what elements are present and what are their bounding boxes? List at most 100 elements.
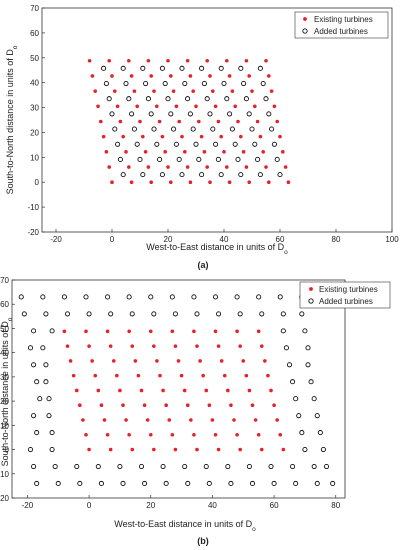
panel-b-y-tick-label: 30 bbox=[0, 373, 9, 382]
panel-b-added-turbine-point bbox=[305, 362, 311, 368]
panel-b-added-turbine-point bbox=[142, 480, 148, 487]
panel-b-added-turbine-point bbox=[49, 328, 55, 334]
panel-b-existing-turbine-point bbox=[108, 447, 113, 452]
panel-b-existing-turbine-point bbox=[238, 344, 242, 348]
panel-b-existing-turbine-point bbox=[213, 329, 218, 334]
panel-b-existing-turbine-point bbox=[219, 359, 224, 363]
panel-a-added-turbine-point bbox=[159, 172, 165, 178]
panel-b-existing-turbine-point bbox=[229, 403, 233, 408]
panel-a-existing-turbine-point bbox=[241, 150, 246, 154]
panel-b-added-turbine-point bbox=[308, 379, 314, 385]
panel-a-existing-turbine-point bbox=[222, 150, 226, 154]
panel-a-added-turbine-point bbox=[238, 172, 244, 178]
panel-b-added-turbine-point bbox=[296, 413, 302, 419]
panel-a-added-turbine-point bbox=[260, 80, 266, 87]
panel-a-added-turbine-point bbox=[193, 141, 199, 147]
panel-a-existing-turbine-point bbox=[118, 119, 123, 124]
panel-b-existing-turbine-point bbox=[155, 359, 159, 363]
panel-a-added-turbine-point bbox=[235, 156, 241, 162]
panel-a-added-turbine-point bbox=[109, 111, 115, 117]
panel-b-added-turbine-point bbox=[55, 480, 61, 487]
panel-a-added-turbine-point bbox=[213, 141, 219, 147]
panel-a-existing-turbine-point bbox=[174, 104, 179, 109]
panel-b-added-turbine-point bbox=[27, 447, 34, 453]
panel-b-added-turbine-point bbox=[138, 463, 145, 470]
panel-b-existing-turbine-point bbox=[173, 344, 178, 348]
panel-b-existing-turbine-point bbox=[84, 329, 88, 334]
panel-a-existing-turbine-point bbox=[255, 119, 260, 124]
panel-b-added-turbine-point bbox=[225, 463, 231, 470]
panel-a-existing-turbine-point bbox=[127, 165, 131, 169]
panel-a-existing-turbine-point bbox=[236, 119, 240, 124]
panel-b-y-tick-label: 50 bbox=[0, 324, 9, 333]
panel-b-added-turbine-point bbox=[46, 413, 52, 419]
panel-b-added-turbine-point bbox=[46, 396, 52, 402]
panel-a-existing-turbine-point bbox=[211, 89, 215, 93]
panel-b-added-turbine-point bbox=[49, 447, 55, 453]
panel-a-x-tick-label: 20 bbox=[164, 235, 173, 244]
panel-b-added-turbine-point bbox=[237, 311, 243, 317]
panel-a-added-turbine-point bbox=[159, 65, 165, 71]
panel-b-added-turbine-point bbox=[228, 480, 234, 487]
panel-a-added-turbine-point bbox=[274, 156, 280, 162]
panel-b-existing-turbine-point bbox=[142, 403, 147, 408]
panel-a-added-turbine-point bbox=[238, 65, 244, 71]
panel-a-existing-turbine-point bbox=[93, 89, 97, 93]
panel-b-existing-turbine-point bbox=[222, 373, 227, 378]
panel-a-legend: Existing turbines Added turbines bbox=[294, 11, 389, 39]
panel-a-added-turbine-point bbox=[126, 96, 132, 102]
panel-a-existing-turbine-point bbox=[110, 74, 114, 78]
panel-a-existing-turbine-point bbox=[272, 104, 277, 109]
panel-b-added-turbine-point bbox=[34, 379, 40, 385]
panel-b-existing-turbine-point bbox=[179, 373, 184, 378]
panel-a-existing-turbine-point bbox=[230, 89, 235, 93]
panel-b-existing-turbine-point bbox=[189, 418, 193, 422]
panel-a-added-turbine-point bbox=[103, 80, 109, 87]
panel-b-existing-turbine-point bbox=[213, 432, 218, 437]
panel-b-added-turbine-point bbox=[31, 362, 37, 368]
panel-b-y-tick-label: 60 bbox=[0, 300, 9, 309]
panel-a-existing-turbine-point bbox=[107, 58, 111, 63]
panel-a-added-turbine-point bbox=[199, 172, 205, 178]
panel-b-existing-turbine-point bbox=[108, 344, 113, 348]
panel-a-existing-turbine-point bbox=[124, 150, 128, 154]
panel-a-existing-turbine-point bbox=[138, 119, 142, 124]
panel-b-added-turbine-point bbox=[305, 345, 311, 351]
panel-a-existing-turbine-point bbox=[183, 150, 187, 154]
panel-a-existing-turbine-point bbox=[205, 58, 209, 63]
panel-a-existing-turbine-point bbox=[121, 134, 125, 139]
panel-b-existing-turbine-point bbox=[235, 432, 239, 437]
panel-a-legend-added-marker bbox=[302, 28, 308, 34]
panel-a-added-turbine-point bbox=[112, 126, 118, 132]
panel-a-added-turbine-point bbox=[229, 126, 235, 132]
panel-b-added-turbine-point bbox=[311, 463, 317, 470]
panel-a-added-turbine-point bbox=[210, 126, 216, 132]
panel-b-added-turbine-point bbox=[31, 463, 37, 470]
panel-b-added-turbine-point bbox=[18, 294, 24, 300]
panel-b-added-turbine-point bbox=[126, 294, 132, 300]
panel-b-existing-turbine-point bbox=[124, 418, 128, 422]
panel-b-existing-turbine-point bbox=[198, 359, 202, 363]
panel-b-existing-turbine-point bbox=[278, 432, 283, 437]
panel-a-y-tick-label: 40 bbox=[30, 79, 39, 88]
panel-a-existing-turbine-point bbox=[185, 165, 190, 169]
panel-a-y-tick-label: 30 bbox=[30, 104, 39, 113]
panel-b-added-turbine-point bbox=[191, 294, 197, 300]
panel-b-added-turbine-point bbox=[108, 311, 114, 317]
panel-b-existing-turbine-point bbox=[216, 447, 221, 452]
panel-b-added-turbine-point bbox=[302, 447, 308, 453]
panel-a-y-tick-label: 50 bbox=[30, 54, 39, 63]
panel-a-legend-existing-marker bbox=[303, 17, 307, 21]
panel-b-added-turbine-point bbox=[259, 311, 265, 317]
panel-a-added-turbine-point bbox=[168, 111, 174, 117]
panel-b-added-turbine-point bbox=[40, 345, 46, 351]
panel-b-added-turbine-point bbox=[271, 480, 277, 487]
panel-b-added-turbine-point bbox=[120, 480, 126, 487]
panel-b-added-turbine-point bbox=[77, 480, 83, 487]
panel-b-added-turbine-point bbox=[117, 463, 123, 470]
panel-b-added-turbine-point bbox=[169, 294, 175, 300]
panel-b-existing-turbine-point bbox=[136, 373, 141, 378]
panel-b-added-turbine-point bbox=[299, 311, 305, 317]
panel-b-legend-box bbox=[299, 281, 391, 309]
panel-a-added-turbine-point bbox=[176, 156, 182, 162]
